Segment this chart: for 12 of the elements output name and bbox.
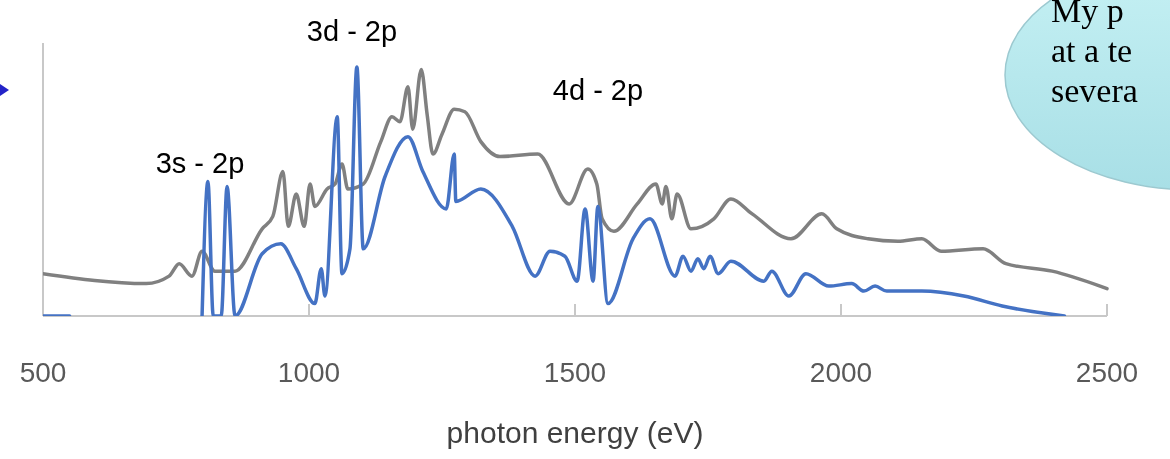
x-tick-label: 1000: [277, 357, 341, 388]
annotation: 3s - 2p: [155, 146, 245, 179]
x-tick-label: 2500: [1075, 357, 1139, 388]
x-axis-title: photon energy (eV): [446, 416, 704, 449]
text: 3d - 2p: [306, 14, 398, 47]
text: My p: [1051, 0, 1124, 29]
annotation: at a te: [1051, 32, 1133, 69]
x-tick-label: 500: [19, 357, 67, 388]
annotation: severa: [1051, 72, 1138, 109]
x-tick-label: 1500: [543, 357, 607, 388]
annotation: 4d - 2p: [552, 73, 644, 106]
x-tick-label: 2000: [809, 357, 873, 388]
